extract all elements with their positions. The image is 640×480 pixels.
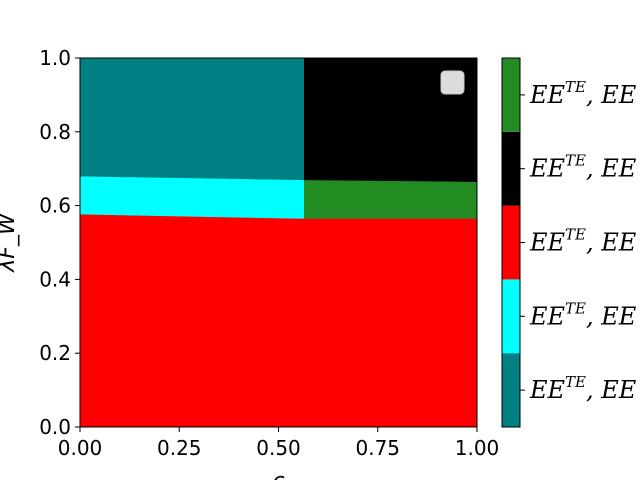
y-tick-label: 0.6 [39,194,71,218]
y-tick-label: 0.8 [39,120,71,144]
y-tick-label: 0.2 [39,341,71,365]
x-axis-ticks: 0.00 0.25 0.50 0.75 1.00 [58,427,500,460]
x-axis-label: c [272,469,284,480]
colorbar: EETE, EE EETE, EE EETE, EE EETE, EE EETE, EE [501,57,637,428]
x-tick-label: 0.00 [58,436,103,460]
colorbar-segment [502,131,520,206]
y-axis-ticks: 0.0 0.2 0.4 0.6 0.8 1.0 [39,46,80,439]
y-axis-label: λF_W [0,212,20,273]
colorbar-label: EETE, EE [529,152,637,183]
y-tick-label: 0.0 [39,415,71,439]
colorbar-frame [501,57,521,428]
y-tick-label: 1.0 [39,46,71,70]
heatmap-region-3 [303,179,478,219]
heatmap-region-1 [79,175,305,219]
x-tick-label: 0.50 [256,436,301,460]
colorbar-segment [502,279,520,354]
y-tick-label: 0.4 [39,267,71,291]
x-tick-label: 0.75 [355,436,400,460]
colorbar-label: EETE, EE [529,373,637,404]
colorbar-label: EETE, EE [529,78,637,109]
colorbar-label: EETE, EE [529,226,637,257]
colorbar-segment [502,353,520,427]
legend [440,70,465,95]
heatmap-region-0 [79,213,478,428]
colorbar-segment [502,58,520,132]
colorbar-label: EETE, EE [529,299,637,330]
colorbar-segment [502,205,520,280]
heatmap-regions [79,57,478,428]
x-tick-label: 0.25 [157,436,202,460]
heatmap-region-2 [79,57,305,181]
x-tick-label: 1.00 [455,436,500,460]
legend-box [440,70,465,95]
